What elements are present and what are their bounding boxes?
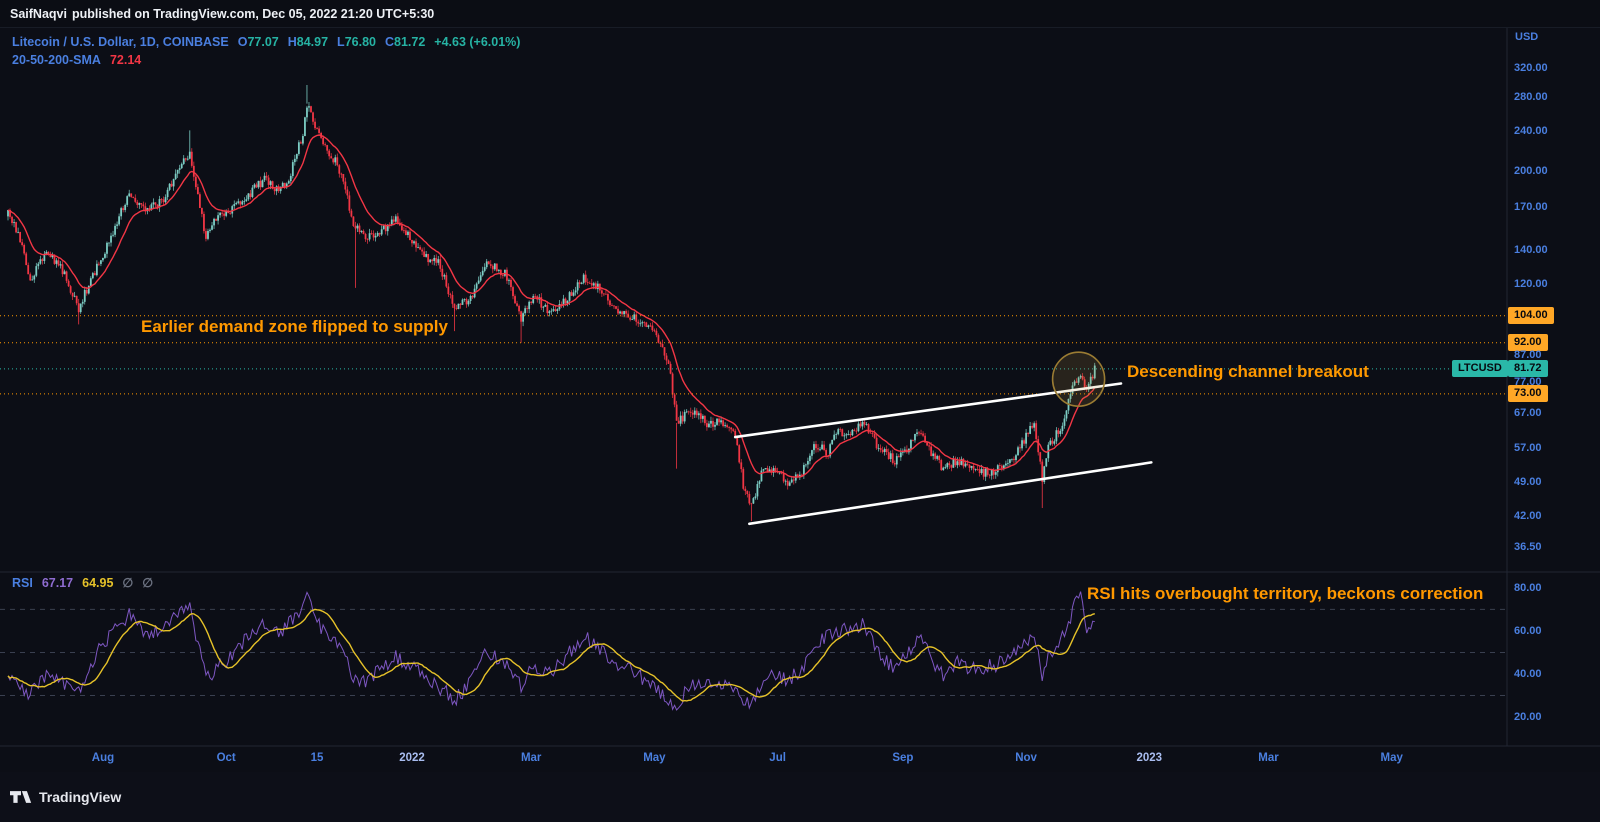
rsi-value: 67.17	[41, 575, 74, 590]
price-axis-tick: 320.00	[1514, 61, 1548, 74]
time-axis-label: 2022	[399, 752, 425, 764]
footer-bar: TradingView	[0, 772, 1600, 822]
rsi-ma-value: 64.95	[82, 575, 114, 590]
time-axis[interactable]	[0, 746, 1600, 772]
indicator-legend-row: 20-50-200-SMA 72.14	[12, 53, 520, 67]
high-label: H	[287, 35, 297, 49]
price-axis-tick: 170.00	[1514, 201, 1548, 214]
sma-label: 20-50-200-SMA	[12, 53, 101, 67]
time-axis-label: Nov	[1015, 752, 1037, 764]
time-axis-label: Aug	[91, 752, 115, 764]
close-label: C	[384, 35, 394, 49]
author-name: SaifNaqvi	[10, 6, 67, 21]
rsi-ma-line	[7, 608, 1095, 702]
symbol-price-flag: LTCUSD	[1452, 359, 1508, 377]
high-value: 84.97	[296, 35, 329, 49]
tradingview-logo-icon[interactable]	[10, 789, 32, 805]
chart-annotation: Descending channel breakout	[1127, 362, 1369, 381]
rsi-axis-tick: 20.00	[1514, 711, 1542, 724]
price-axis-tick: 36.50	[1514, 540, 1542, 553]
price-axis-tick: 77.00	[1514, 376, 1542, 389]
last-price-label: 81.72	[1508, 359, 1548, 377]
close-value: 81.72	[394, 35, 426, 49]
symbol-legend-row: Litecoin / U.S. Dollar, 1D, COINBASE O77…	[12, 35, 520, 49]
breakout-highlight-circle	[1051, 351, 1106, 408]
rsi-axis-tick: 80.00	[1514, 581, 1542, 594]
rsi-axis-tick: 60.00	[1514, 624, 1542, 637]
time-axis-label: 15	[310, 752, 324, 764]
time-axis-label: May	[1380, 752, 1403, 764]
price-axis-tick: 49.00	[1514, 475, 1542, 488]
chart-annotation: Earlier demand zone flipped to supply	[141, 317, 448, 336]
low-group: L76.80	[337, 35, 376, 49]
rsi-axis-tick: 40.00	[1514, 667, 1542, 680]
price-level-label: 73.00	[1508, 384, 1548, 402]
rsi-empty-input-icon: ∅	[122, 576, 134, 590]
time-axis-label: May	[643, 752, 666, 764]
symbol-title: Litecoin / U.S. Dollar, 1D, COINBASE	[12, 35, 229, 49]
rsi-line	[7, 591, 1095, 711]
rsi-empty-input-icon: ∅	[142, 576, 154, 590]
rsi-label: RSI	[12, 575, 33, 590]
chart-annotation: RSI hits overbought territory, beckons c…	[1087, 584, 1484, 603]
low-value: 76.80	[344, 35, 376, 49]
low-label: L	[337, 35, 345, 49]
price-axis-tick: 200.00	[1514, 165, 1548, 178]
high-group: H84.97	[288, 35, 328, 49]
price-level-label: 104.00	[1508, 306, 1554, 324]
publish-info: published on TradingView.com, Dec 05, 20…	[71, 6, 435, 21]
channel-trendline	[748, 461, 1153, 526]
open-group: O77.07	[238, 35, 279, 49]
time-axis-label: Sep	[892, 752, 914, 764]
price-axis-tick: 140.00	[1514, 244, 1548, 257]
price-axis-tick: 240.00	[1514, 125, 1548, 138]
close-group: C81.72	[385, 35, 425, 49]
rsi-legend: RSI 67.17 64.95 ∅ ∅	[12, 575, 154, 591]
price-axis-currency: USD	[1515, 31, 1539, 43]
price-axis-tick: 280.00	[1514, 91, 1548, 104]
time-axis-label: 2023	[1136, 752, 1163, 764]
sma-value: 72.14	[109, 53, 142, 67]
price-axis-tick: 67.00	[1514, 406, 1542, 419]
sma-line	[7, 134, 1096, 478]
price-axis-tick: 120.00	[1514, 278, 1548, 291]
publish-bar: SaifNaqvi published on TradingView.com, …	[0, 0, 1600, 28]
time-axis-label: Oct	[216, 752, 236, 764]
open-label: O	[237, 35, 248, 49]
price-axis-tick: 42.00	[1514, 509, 1542, 522]
change-value: +4.63 (+6.01%)	[434, 35, 521, 49]
price-level-label: 92.00	[1508, 333, 1548, 351]
price-axis-tick: 87.00	[1514, 349, 1542, 362]
tradingview-wordmark[interactable]: TradingView	[39, 789, 122, 805]
price-axis-tick: 57.00	[1514, 442, 1542, 455]
open-value: 77.07	[247, 35, 279, 49]
time-axis-label: Mar	[1258, 752, 1279, 764]
time-axis-label: Mar	[520, 752, 542, 764]
time-axis-label: Jul	[769, 752, 786, 764]
symbol-legend: Litecoin / U.S. Dollar, 1D, COINBASE O77…	[12, 35, 520, 67]
